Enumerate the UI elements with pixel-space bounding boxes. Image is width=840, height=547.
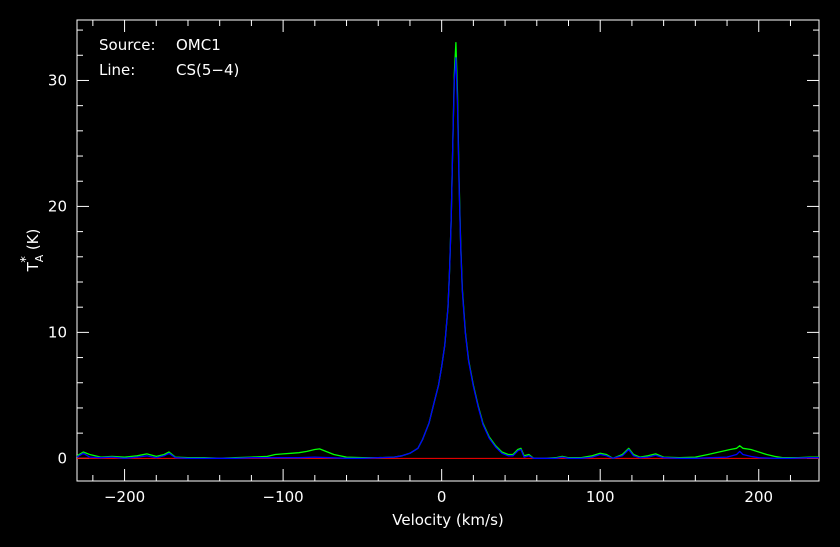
series-blue-line [76,57,819,459]
y-tick-labels: 0 10 20 30 [48,71,67,467]
axis-ticks [77,20,819,481]
x-tick-label: −200 [104,488,145,506]
y-label-sup: * [19,256,34,263]
y-tick-label: 20 [48,197,67,215]
annotation-source-key: Source: [99,36,156,54]
y-label-unit: (K) [24,229,42,251]
x-tick-labels: −200 −100 0 100 200 [104,488,773,506]
y-tick-label: 10 [48,323,67,341]
plot-frame [76,19,820,482]
y-label-base: T [24,261,42,272]
series-green-line [76,42,819,459]
x-tick-label: 0 [437,488,447,506]
y-tick-label: 30 [48,71,67,89]
series-group [76,42,819,459]
y-tick-label: 0 [57,449,67,467]
y-label-sub: A [33,254,46,262]
y-axis-label: TA* (K) [19,229,46,273]
annotation-source-value: OMC1 [176,36,221,54]
annotation-line-value: CS(5−4) [176,61,239,79]
x-axis-label: Velocity (km/s) [392,511,503,529]
x-tick-label: 200 [744,488,773,506]
svg-text:TA*(K): TA* (K) [19,229,46,273]
annotation-line-key: Line: [99,61,135,79]
x-tick-label: 100 [586,488,615,506]
x-tick-label: −100 [263,488,304,506]
